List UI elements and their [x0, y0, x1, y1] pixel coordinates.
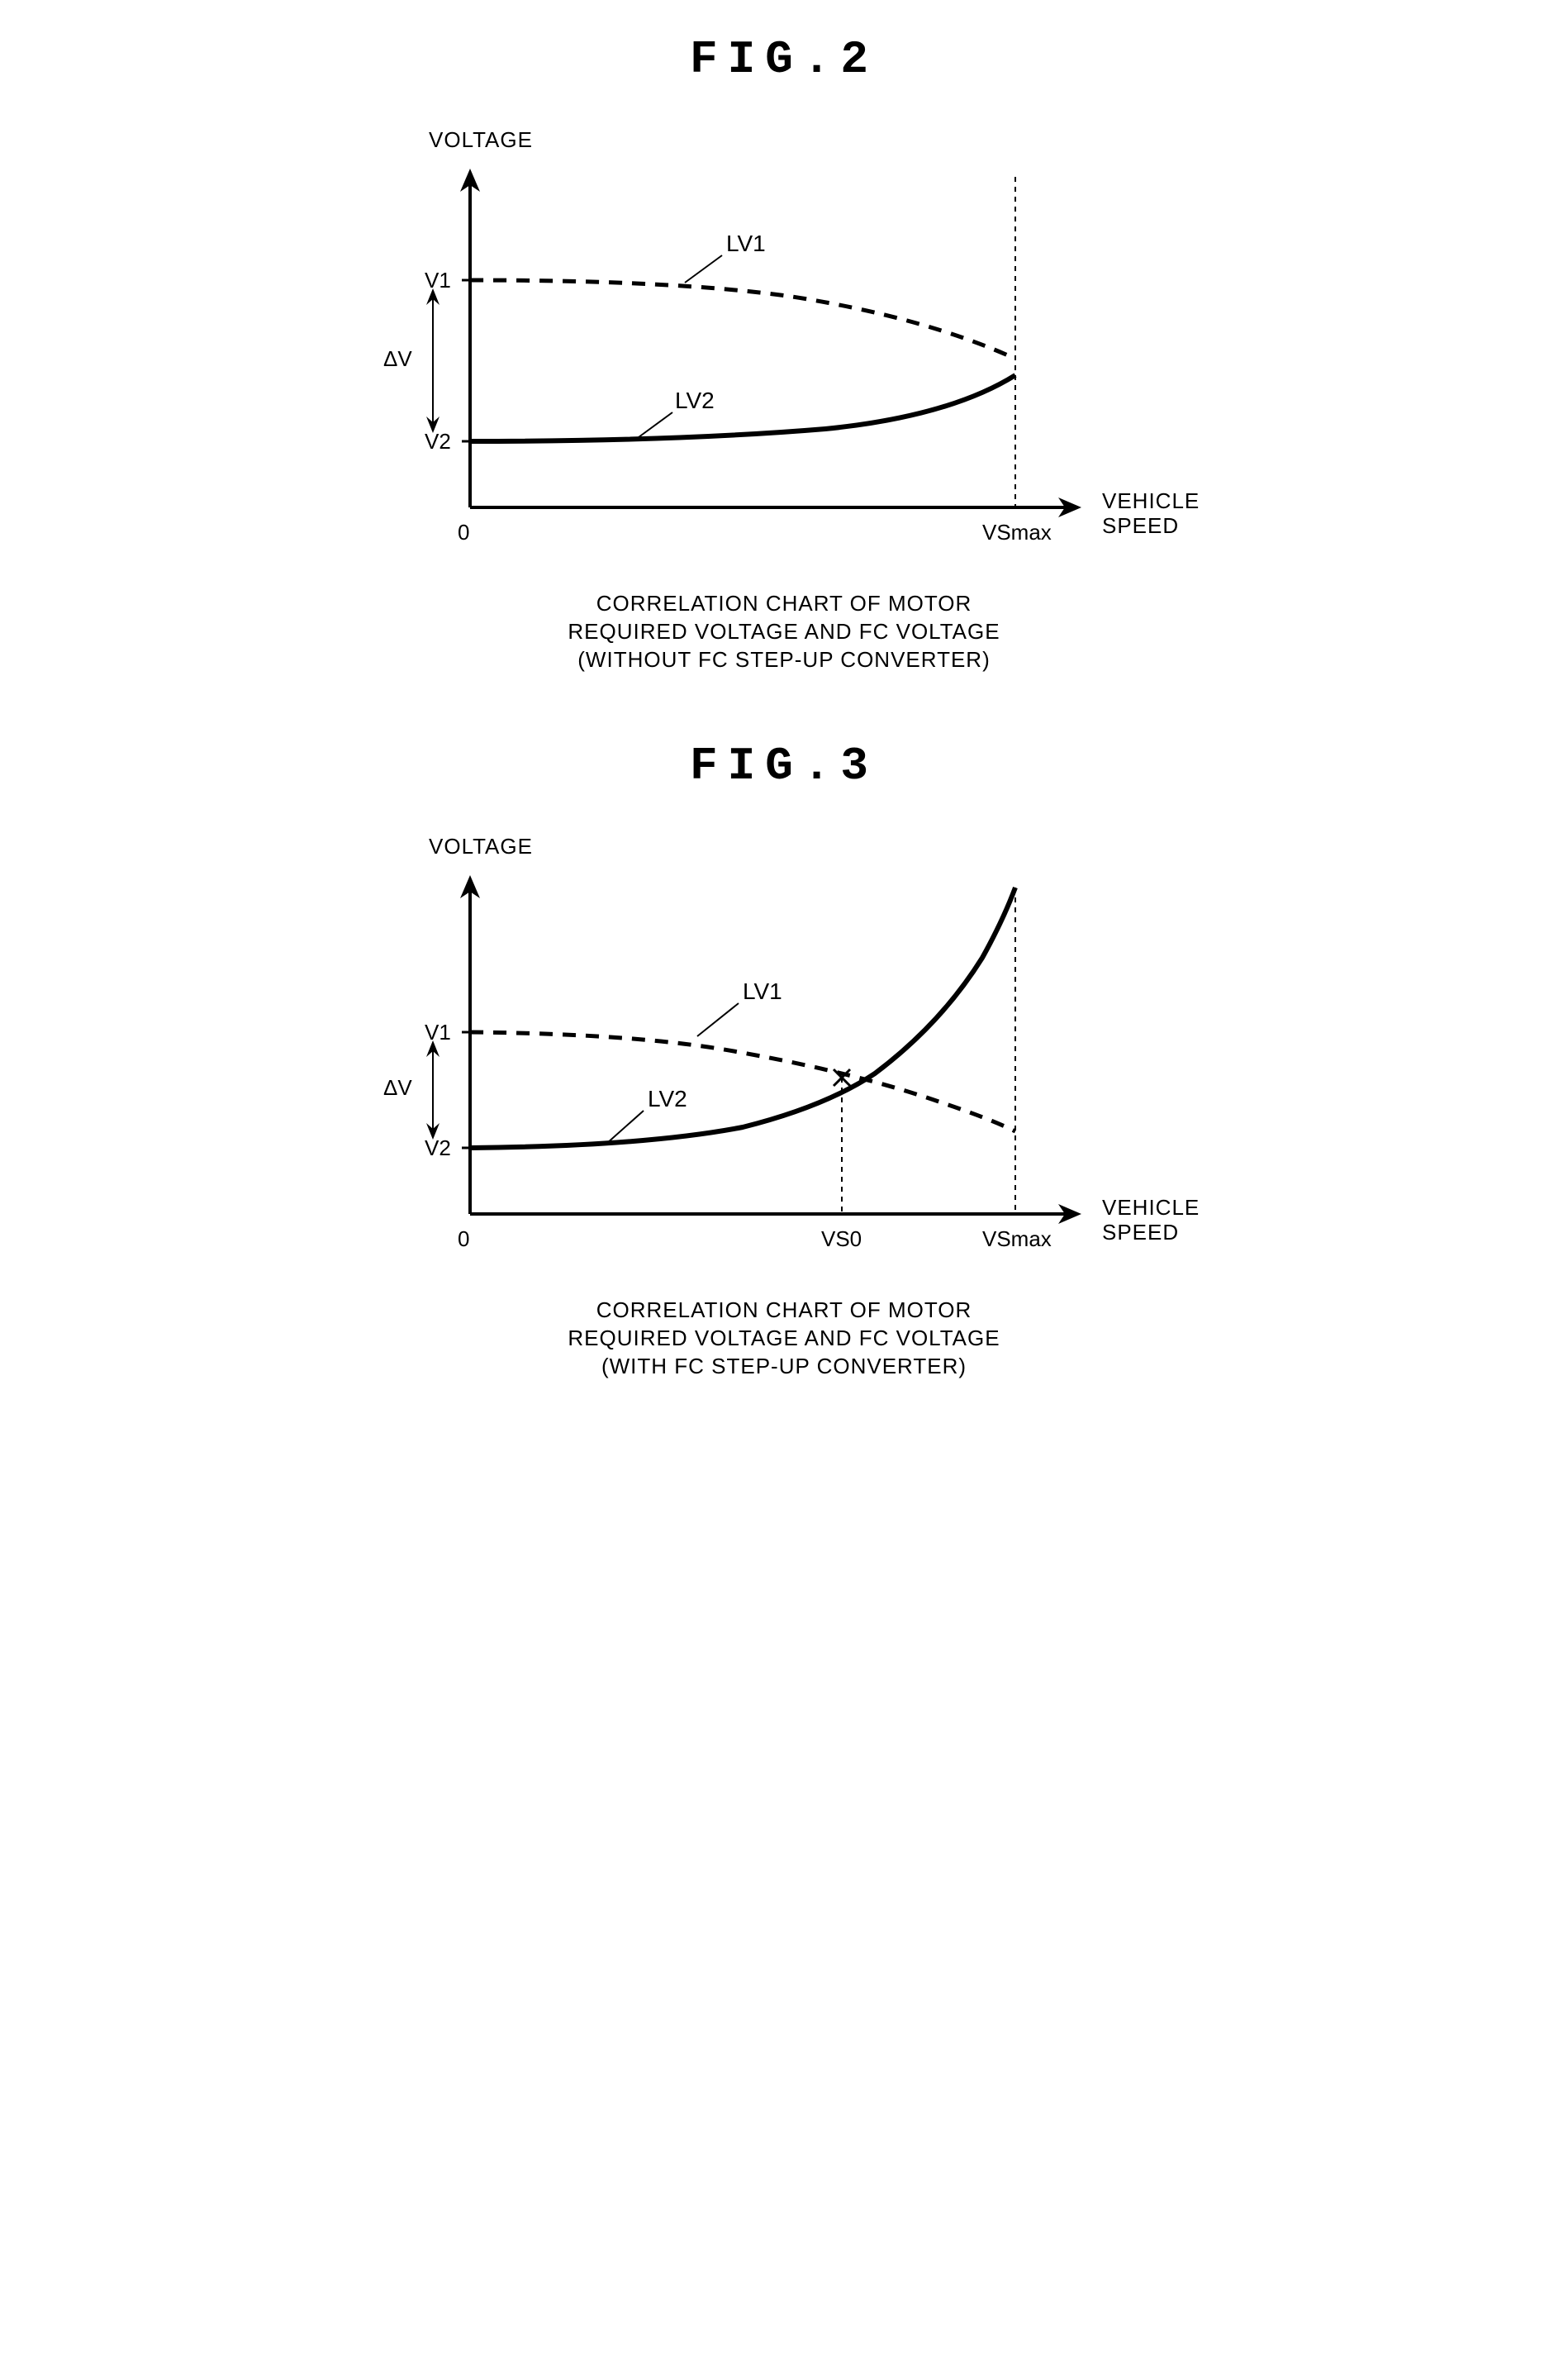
fig3-chart-area: VOLTAGE	[330, 826, 1238, 1288]
fig3-vsmax-label: VSmax	[982, 1226, 1052, 1252]
fig3-lv1-leader	[697, 1003, 739, 1036]
fig2-caption: CORRELATION CHART OF MOTOR REQUIRED VOLT…	[50, 590, 1518, 674]
fig3-lv1-label: LV1	[743, 978, 782, 1005]
fig3-origin-label: 0	[458, 1226, 469, 1252]
fig2-x-label-1: VEHICLE	[1102, 488, 1200, 513]
fig3-x-label-1: VEHICLE	[1102, 1195, 1200, 1220]
fig2-lv1-curve	[470, 280, 1015, 359]
fig3-caption: CORRELATION CHART OF MOTOR REQUIRED VOLT…	[50, 1297, 1518, 1380]
fig3-lv2-label: LV2	[648, 1086, 687, 1112]
fig3-x-label-2: SPEED	[1102, 1220, 1179, 1245]
figure-3: FIG.3 VOLTAGE	[50, 740, 1518, 1380]
fig2-caption-2: REQUIRED VOLTAGE AND FC VOLTAGE	[568, 619, 1000, 644]
fig2-title: FIG.2	[50, 33, 1518, 86]
fig2-lv2-label: LV2	[675, 388, 715, 414]
fig2-lv1-leader	[685, 255, 722, 283]
fig3-y-axis-label: VOLTAGE	[429, 834, 533, 859]
fig3-lv2-curve	[470, 888, 1015, 1148]
fig2-y-axis-label: VOLTAGE	[429, 127, 533, 153]
fig2-v2-label: V2	[425, 429, 451, 455]
fig3-delta-label: ΔV	[383, 1075, 412, 1101]
fig3-caption-1: CORRELATION CHART OF MOTOR	[596, 1297, 972, 1322]
fig3-title: FIG.3	[50, 740, 1518, 793]
fig2-lv1-label: LV1	[726, 231, 766, 257]
fig2-vsmax-label: VSmax	[982, 520, 1052, 545]
fig2-chart-area: VOLTAGE V1 V2	[330, 119, 1238, 582]
fig2-origin-label: 0	[458, 520, 469, 545]
figure-2: FIG.2 VOLTAGE	[50, 33, 1518, 674]
fig3-v2-label: V2	[425, 1135, 451, 1161]
fig2-x-label-2: SPEED	[1102, 513, 1179, 538]
fig2-lv2-curve	[470, 375, 1015, 441]
fig3-caption-2: REQUIRED VOLTAGE AND FC VOLTAGE	[568, 1326, 1000, 1350]
fig3-caption-3: (WITH FC STEP-UP CONVERTER)	[601, 1354, 967, 1378]
fig2-caption-3: (WITHOUT FC STEP-UP CONVERTER)	[577, 647, 990, 672]
fig3-v1-label: V1	[425, 1020, 451, 1045]
fig3-lv1-curve	[470, 1032, 1015, 1131]
fig2-delta-label: ΔV	[383, 346, 412, 372]
fig2-v1-label: V1	[425, 268, 451, 293]
fig3-vs0-label: VS0	[821, 1226, 862, 1252]
fig2-caption-1: CORRELATION CHART OF MOTOR	[596, 591, 972, 616]
